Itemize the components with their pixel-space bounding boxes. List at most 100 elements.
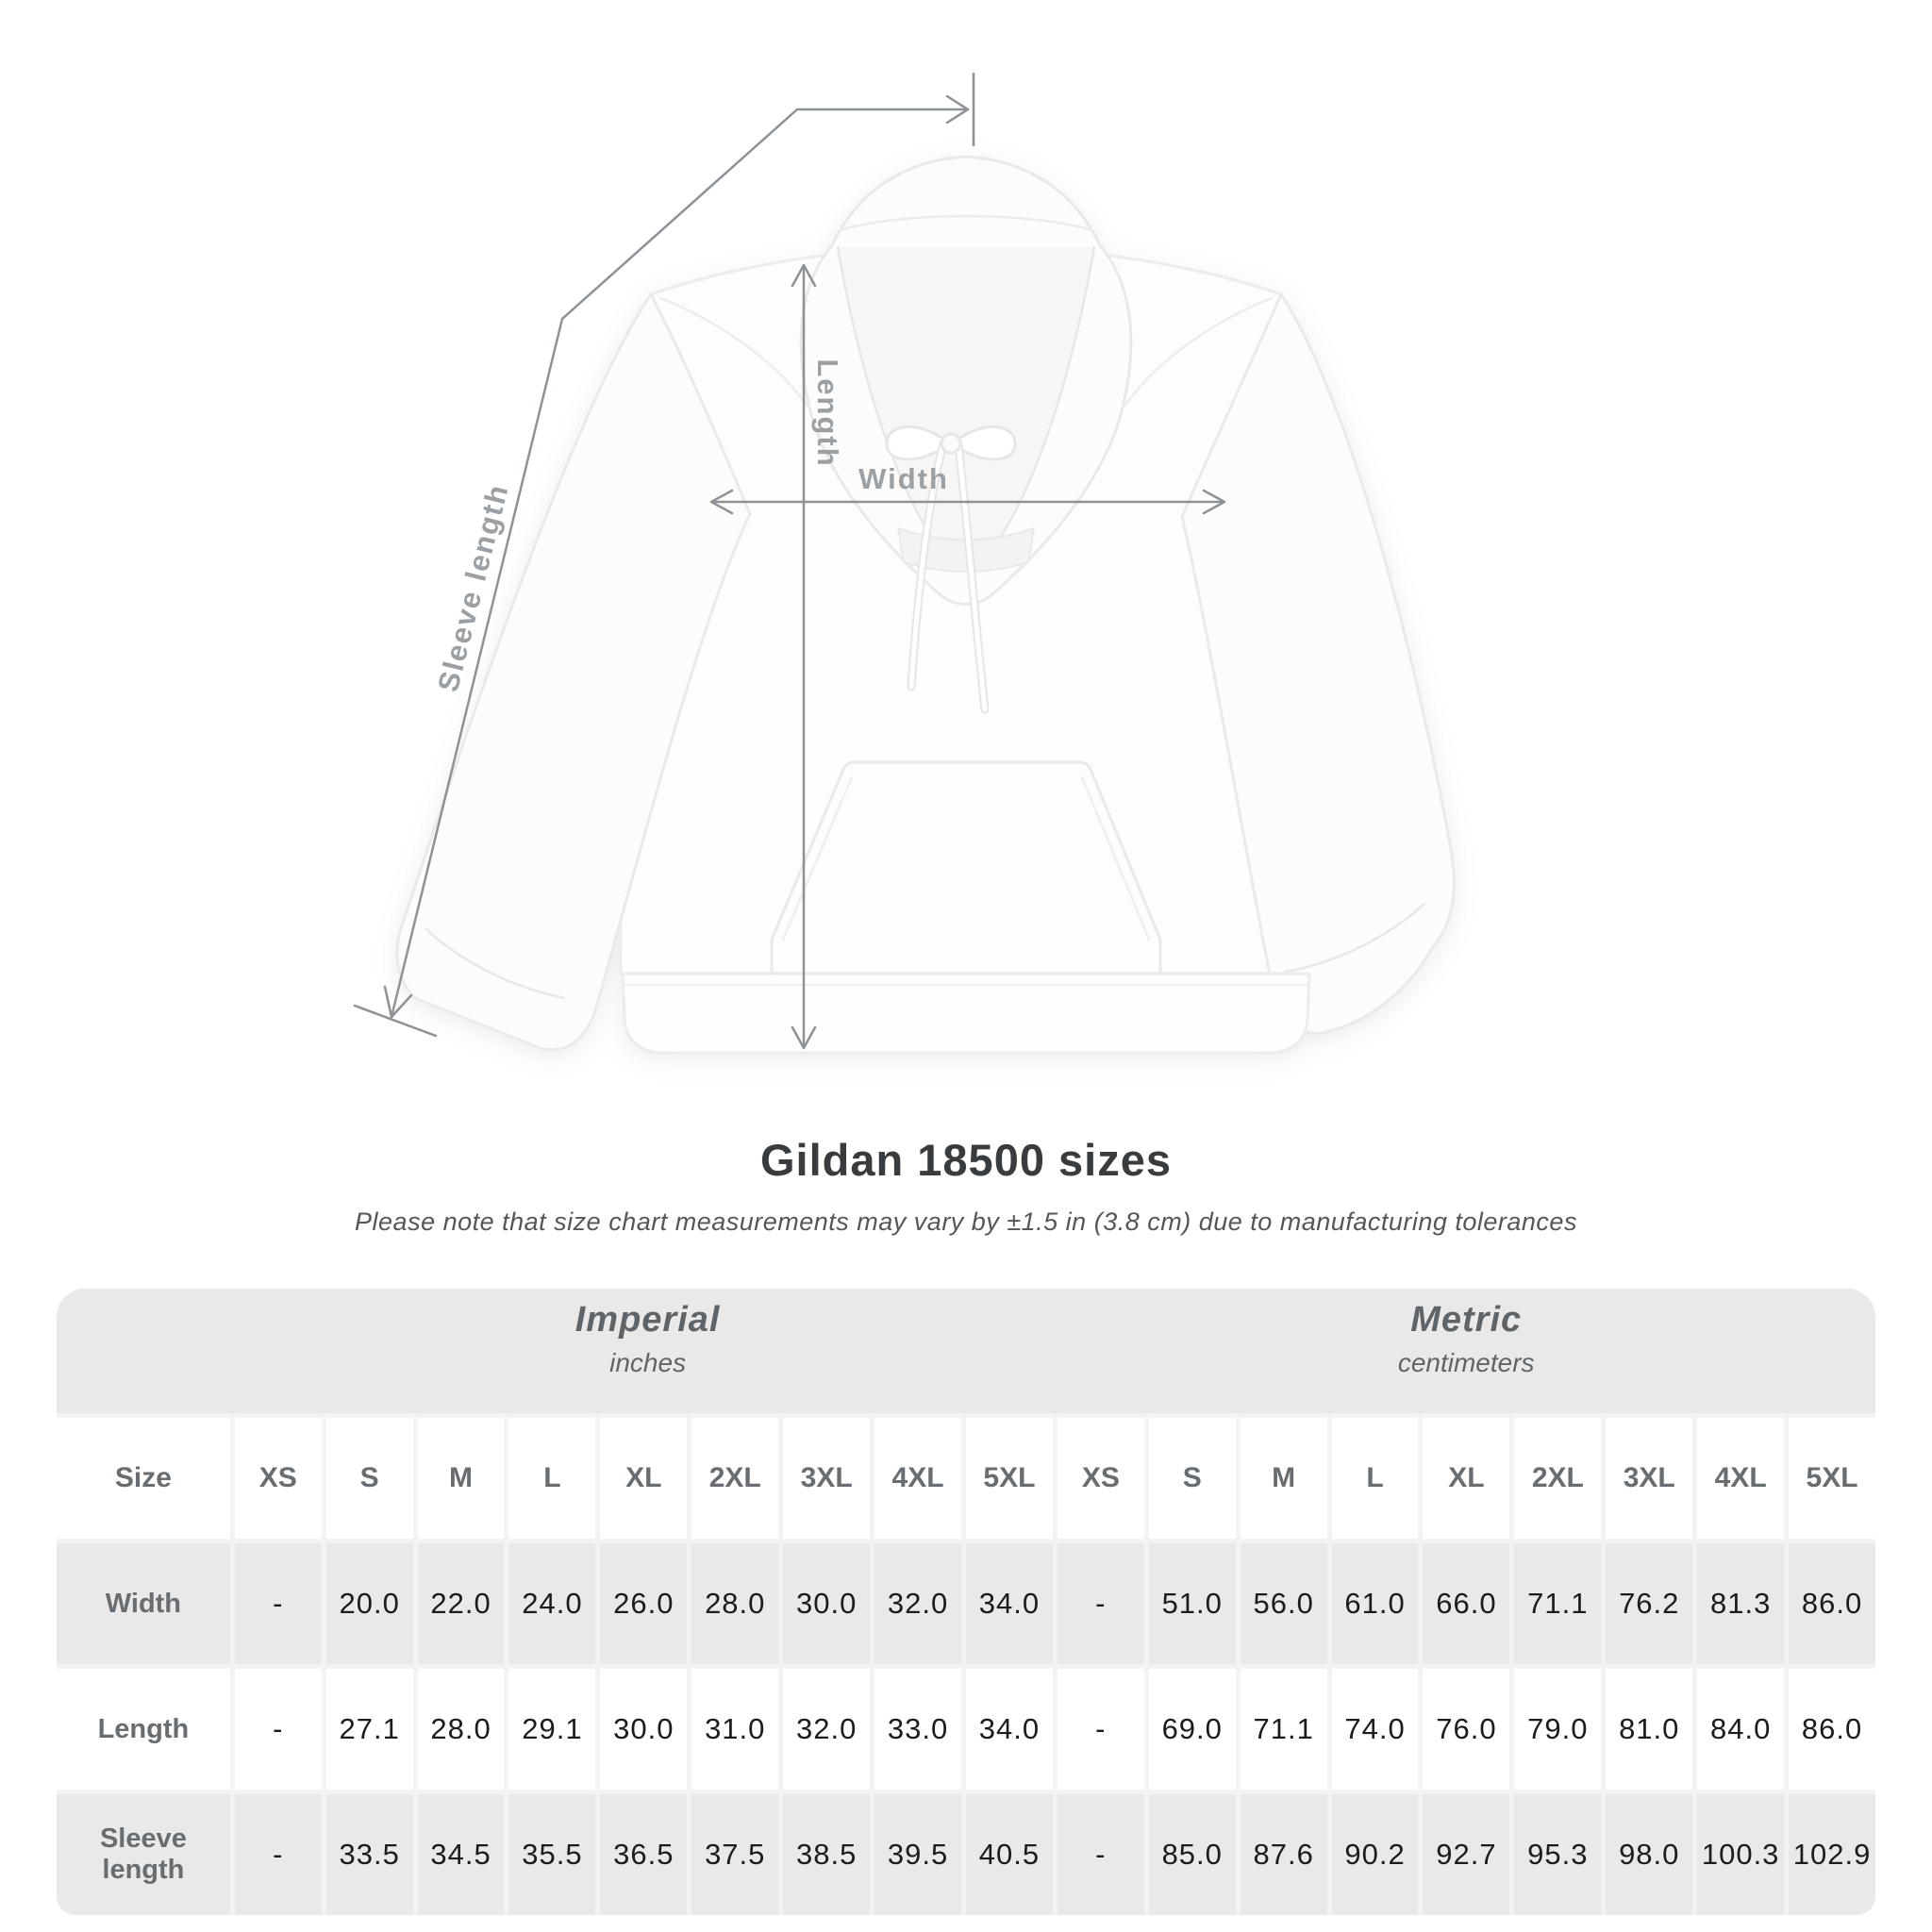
value-cell: 102.9 (1789, 1794, 1875, 1915)
length-arrow-down (791, 1025, 817, 1050)
hoodie-left-sleeve (395, 292, 752, 1052)
pocket-stitch-right (1080, 775, 1151, 941)
hoodie-illustration (395, 155, 1456, 1055)
size-header-cell: S (325, 1418, 413, 1539)
size-header-cell: 3XL (783, 1418, 871, 1539)
hood-gathered-edge (838, 214, 1094, 232)
size-header-cell: 4XL (874, 1418, 961, 1539)
width-arrow-right (1202, 489, 1226, 515)
value-cell: 31.0 (691, 1669, 779, 1790)
size-header-cell: 5XL (965, 1418, 1053, 1539)
size-header-cell: XS (1057, 1418, 1144, 1539)
imperial-label: Imperial (575, 1300, 721, 1340)
row-label: Sleeve length (57, 1794, 230, 1915)
value-cell: 38.5 (783, 1794, 871, 1915)
size-header-cell: L (508, 1418, 596, 1539)
row-label: Length (57, 1669, 230, 1790)
value-cell: 30.0 (600, 1669, 688, 1790)
page-title: Gildan 18500 sizes (759, 1135, 1173, 1185)
metric-unit-label: centimeters (1397, 1348, 1535, 1377)
value-cell: 71.1 (1240, 1669, 1327, 1790)
value-cell: - (234, 1794, 322, 1915)
value-cell: 24.0 (508, 1543, 596, 1664)
value-cell: 79.0 (1514, 1669, 1602, 1790)
size-table: Imperial inches Metric centimeters Size X… (57, 1289, 1875, 1915)
value-cell: 33.0 (874, 1669, 961, 1790)
value-cell: 56.0 (1240, 1543, 1327, 1664)
size-header-cell: XS (234, 1418, 322, 1539)
width-arrow-left (709, 489, 734, 515)
value-cell: 61.0 (1331, 1543, 1419, 1664)
value-cell: 98.0 (1606, 1794, 1693, 1915)
value-cell: 29.1 (508, 1669, 596, 1790)
right-cuff-seam (1283, 902, 1426, 974)
length-arrow-up (791, 263, 817, 288)
value-cell: 95.3 (1514, 1794, 1602, 1915)
value-cell: 33.5 (325, 1794, 413, 1915)
imperial-section-header: Imperial inches (239, 1289, 1058, 1413)
value-cell: 69.0 (1148, 1669, 1236, 1790)
left-cuff-seam (425, 927, 566, 1000)
sleeve-length-line (390, 108, 970, 1019)
sleeve-length-arrow-top (945, 94, 970, 125)
value-cell: 26.0 (600, 1543, 688, 1664)
value-cell: 32.0 (874, 1543, 961, 1664)
length-label: Length (811, 358, 844, 467)
value-cell: 86.0 (1789, 1543, 1875, 1664)
value-cell: 66.0 (1423, 1543, 1510, 1664)
value-cell: - (1057, 1794, 1144, 1915)
kangaroo-pocket (770, 760, 1162, 975)
value-cell: 36.5 (600, 1794, 688, 1915)
value-cell: 35.5 (508, 1794, 596, 1915)
value-cell: 100.3 (1697, 1794, 1785, 1915)
value-cell: 81.3 (1697, 1543, 1785, 1664)
size-header-cell: 3XL (1606, 1418, 1693, 1539)
value-cell: 28.0 (691, 1543, 779, 1664)
metric-section-header: Metric centimeters (1057, 1289, 1875, 1413)
size-header-cell: 5XL (1789, 1418, 1875, 1539)
value-cell: 81.0 (1606, 1669, 1693, 1790)
unit-band-spacer (57, 1289, 239, 1413)
value-cell: - (1057, 1669, 1144, 1790)
size-header-cell: L (1331, 1418, 1419, 1539)
size-header-cell: M (417, 1418, 505, 1539)
value-cell: 51.0 (1148, 1543, 1236, 1664)
left-shoulder-seam (658, 296, 809, 408)
pocket-stitch-left (781, 775, 854, 941)
value-cell: - (234, 1543, 322, 1664)
size-header-cell: 2XL (691, 1418, 779, 1539)
value-cell: 87.6 (1240, 1794, 1327, 1915)
drawstring-knot (940, 432, 962, 455)
size-header-cell: 4XL (1697, 1418, 1785, 1539)
metric-label: Metric (1410, 1300, 1523, 1340)
value-cell: 30.0 (783, 1543, 871, 1664)
right-shoulder-seam (1123, 296, 1274, 408)
value-cell: 37.5 (691, 1794, 779, 1915)
value-cell: 39.5 (874, 1794, 961, 1915)
value-cell: - (1057, 1543, 1144, 1664)
value-cell: 90.2 (1331, 1794, 1419, 1915)
unit-band: Imperial inches Metric centimeters (57, 1289, 1875, 1413)
value-cell: 86.0 (1789, 1669, 1875, 1790)
value-cell: 76.0 (1423, 1669, 1510, 1790)
measurement-lines (353, 72, 1226, 1050)
value-cell: 74.0 (1331, 1669, 1419, 1790)
size-header-cell: M (1240, 1418, 1327, 1539)
value-cell: - (234, 1669, 322, 1790)
value-cell: 32.0 (783, 1669, 871, 1790)
sleeve-length-tick-bottom (353, 1004, 438, 1038)
width-label: Width (858, 462, 949, 495)
row-label: Width (57, 1543, 230, 1664)
drawstring-right-loop (953, 425, 1017, 461)
value-cell: 22.0 (417, 1543, 505, 1664)
value-cell: 76.2 (1606, 1543, 1693, 1664)
drawstring-right-core (956, 442, 988, 712)
size-header-cell: S (1148, 1418, 1236, 1539)
value-cell: 20.0 (325, 1543, 413, 1664)
sleeve-length-arrow-bottom (383, 985, 413, 1019)
value-cell: 92.7 (1423, 1794, 1510, 1915)
size-grid: Size XS S M L XL 2XL 3XL 4XL 5XL XS S M L XL 2XL 3XL 4XL 5… (57, 1418, 1875, 1915)
value-cell: 40.5 (965, 1794, 1053, 1915)
imperial-unit-label: inches (609, 1348, 687, 1377)
value-cell: 71.1 (1514, 1543, 1602, 1664)
